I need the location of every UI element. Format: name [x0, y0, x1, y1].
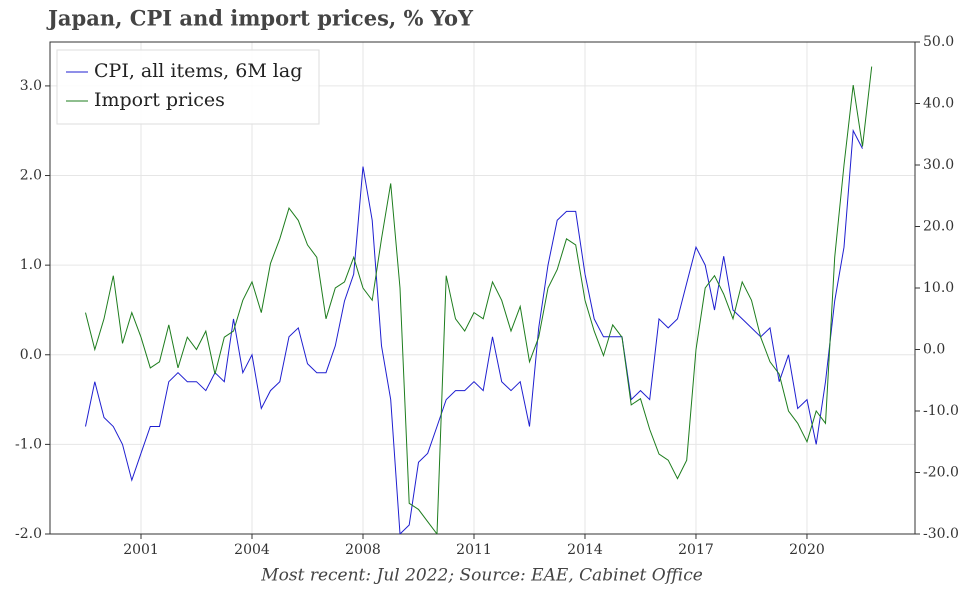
y2-tick-label: 20.0 [923, 219, 954, 235]
y2-tick-label: 30.0 [923, 157, 954, 173]
legend-box [56, 49, 320, 125]
y2-tick-label: -20.0 [923, 465, 959, 481]
x-tick-label: 2008 [345, 542, 381, 558]
footnote: Most recent: Jul 2022; Source: EAE, Cabi… [260, 566, 703, 586]
x-tick-label: 2014 [567, 542, 603, 558]
y2-tick-label: -30.0 [923, 526, 959, 542]
y-tick-label: -1.0 [15, 436, 42, 452]
x-tick-label: 2011 [456, 542, 492, 558]
plot-area [85, 66, 873, 534]
y2-tick-label: 50.0 [923, 34, 954, 50]
x-tick-label: 2017 [678, 542, 714, 558]
legend-label: Import prices [94, 89, 225, 111]
y2-tick-label: 0.0 [923, 342, 945, 358]
x-tick-label: 2004 [234, 542, 270, 558]
y-tick-label: 3.0 [20, 78, 42, 94]
y-tick-label: 2.0 [20, 168, 42, 184]
x-tick-label: 2020 [789, 542, 825, 558]
y-tick-label: 1.0 [20, 257, 42, 273]
y-tick-label: -2.0 [15, 526, 42, 542]
y2-tick-label: 40.0 [923, 96, 954, 112]
y-tick-label: 0.0 [20, 347, 42, 363]
y2-tick-label: -10.0 [923, 403, 959, 419]
y2-tick-label: 10.0 [923, 280, 954, 296]
series-line [85, 66, 873, 534]
legend: CPI, all items, 6M lag Import prices [56, 49, 320, 125]
chart-title: Japan, CPI and import prices, % YoY [46, 6, 474, 31]
x-tick-label: 2001 [123, 542, 159, 558]
legend-label: CPI, all items, 6M lag [94, 60, 302, 82]
plot-frame [49, 41, 916, 535]
